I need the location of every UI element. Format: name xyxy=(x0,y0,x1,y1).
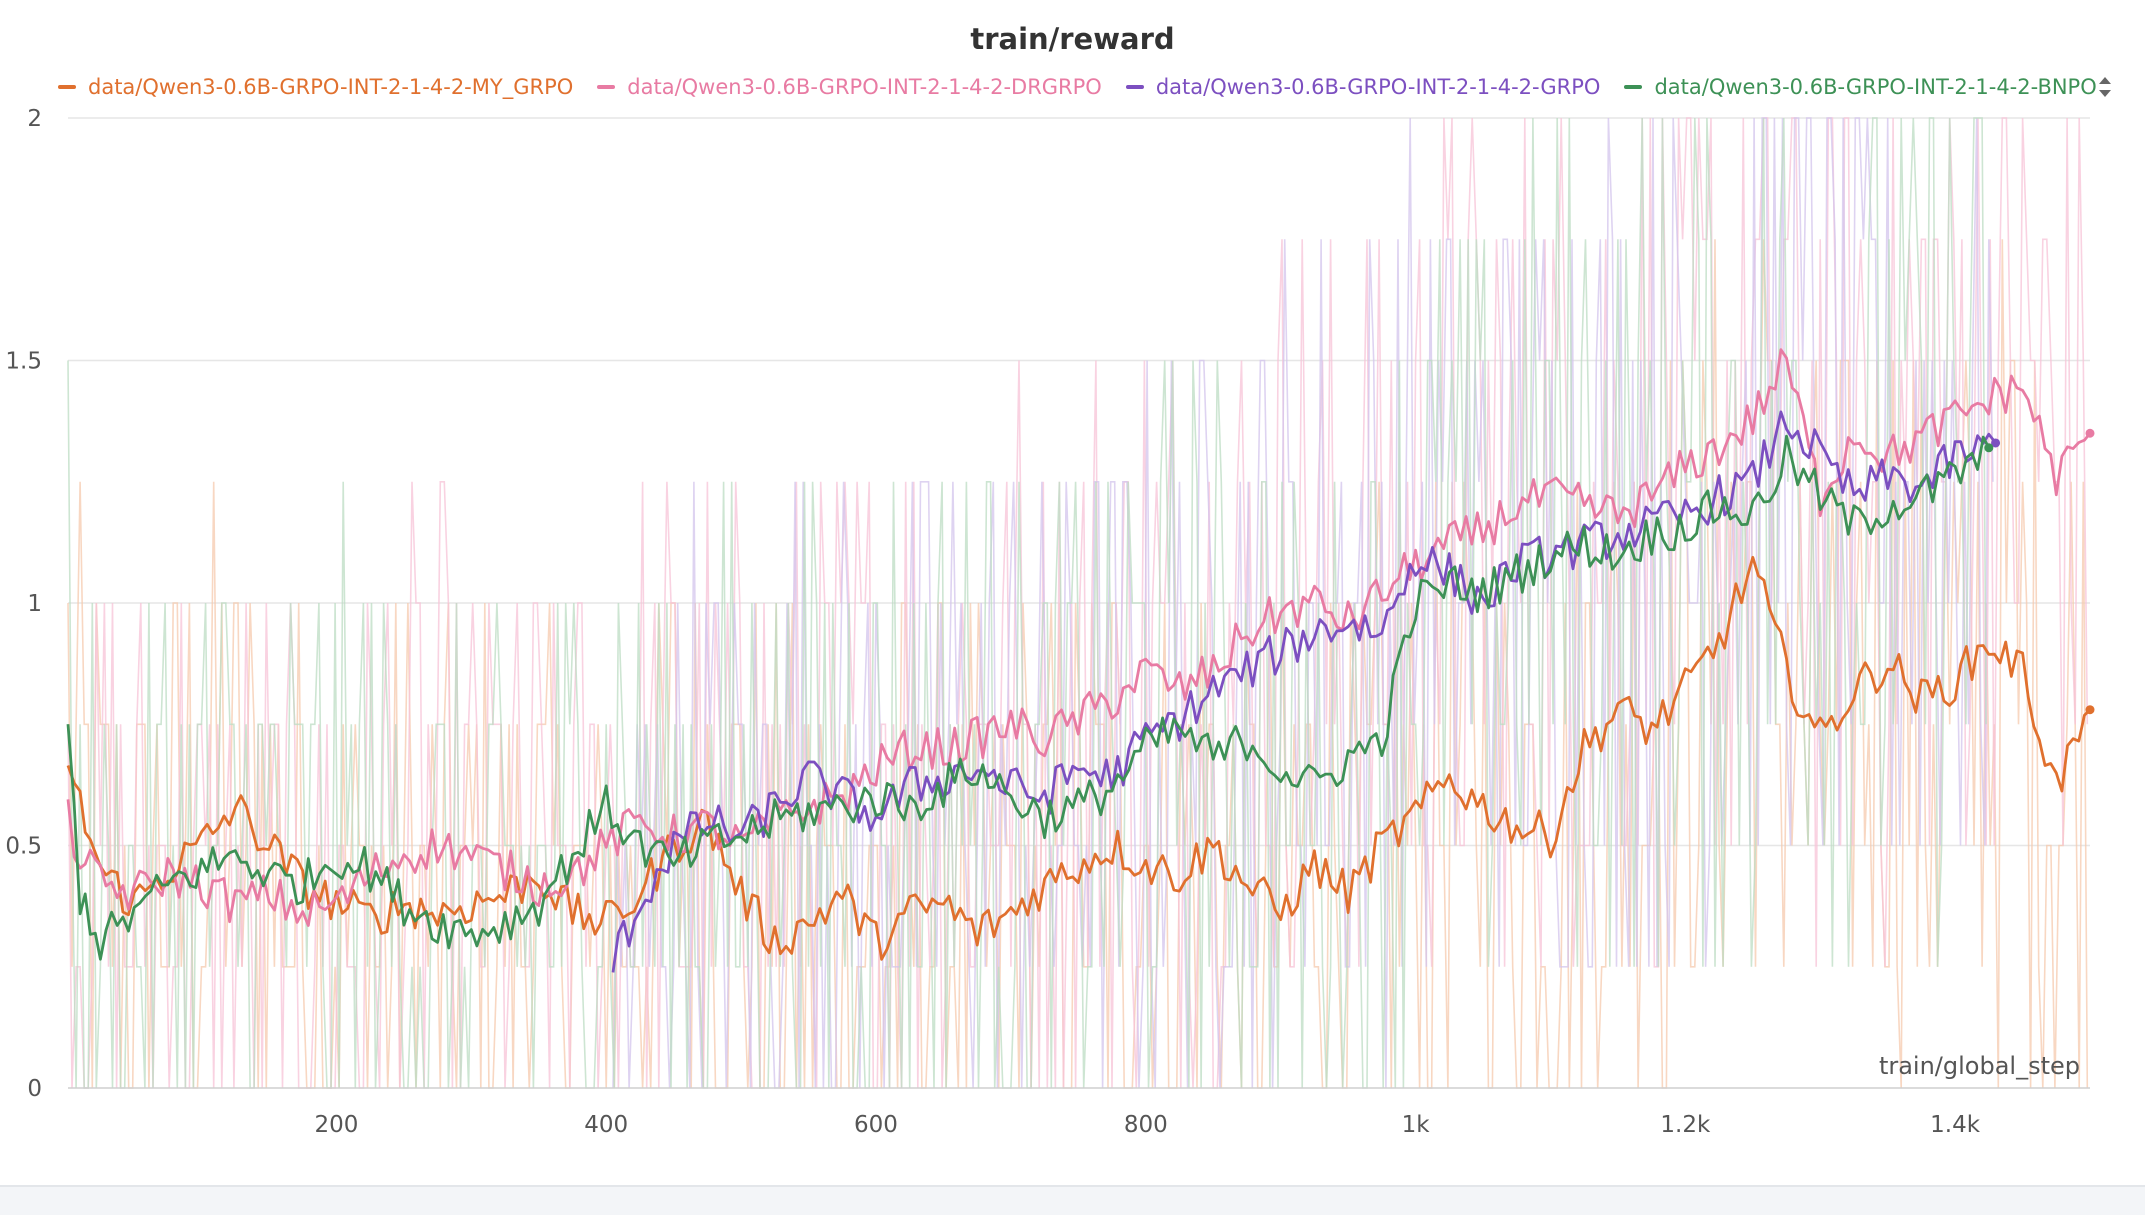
chart-legend: data/Qwen3-0.6B-GRPO-INT-2-1-4-2-MY_GRPO… xyxy=(58,70,2121,104)
y-tick-label: 2 xyxy=(27,106,42,132)
line-chart: 0 0.5 1 1.5 2 200 400 600 800 1k 1.2k 1.4k train/glo… xyxy=(5,106,2095,1138)
x-tick-label: 1k xyxy=(1402,1112,1431,1138)
chart-title: train/reward xyxy=(970,22,1175,56)
legend-swatch xyxy=(58,85,76,89)
x-tick-label: 600 xyxy=(854,1112,898,1138)
legend-label: data/Qwen3-0.6B-GRPO-INT-2-1-4-2-GRPO xyxy=(1155,75,1601,99)
series-line xyxy=(66,555,2091,961)
legend-swatch xyxy=(597,85,616,89)
legend-swatch xyxy=(1624,85,1643,89)
legend-item[interactable]: data/Qwen3-0.6B-GRPO-INT-2-1-4-2-DRGRPO xyxy=(597,75,1102,99)
series-line xyxy=(611,410,1997,973)
legend-scroll-icon[interactable] xyxy=(2090,70,2120,104)
y-tick-label: 0.5 xyxy=(5,834,42,860)
legend-label: data/Qwen3-0.6B-GRPO-INT-2-1-4-2-MY_GRPO xyxy=(88,75,574,99)
x-axis-label: train/global_step xyxy=(1879,1052,2080,1080)
x-tick-label: 200 xyxy=(314,1112,358,1138)
y-tick-label: 0 xyxy=(27,1076,42,1102)
x-tick-label: 1.2k xyxy=(1660,1112,1711,1138)
legend-item[interactable]: data/Qwen3-0.6B-GRPO-INT-2-1-4-2-BNPO xyxy=(1624,75,2097,99)
x-tick-label: 400 xyxy=(584,1112,628,1138)
x-tick-label: 1.4k xyxy=(1930,1112,1981,1138)
legend-label: data/Qwen3-0.6B-GRPO-INT-2-1-4-2-DRGRPO xyxy=(627,75,1102,99)
legend-label: data/Qwen3-0.6B-GRPO-INT-2-1-4-2-BNPO xyxy=(1654,75,2097,99)
panel-footer-bar xyxy=(0,1185,2145,1215)
series-end-point xyxy=(1991,438,2001,448)
series-end-point xyxy=(1984,443,1994,453)
y-tick-label: 1 xyxy=(27,591,42,617)
series-line xyxy=(66,434,1991,961)
x-tick-label: 800 xyxy=(1124,1112,1168,1138)
y-tick-label: 1.5 xyxy=(5,349,42,375)
series-end-point xyxy=(2085,428,2095,438)
legend-item[interactable]: data/Qwen3-0.6B-GRPO-INT-2-1-4-2-GRPO xyxy=(1125,75,1601,99)
series-end-point xyxy=(2085,705,2095,715)
legend-item[interactable]: data/Qwen3-0.6B-GRPO-INT-2-1-4-2-MY_GRPO xyxy=(58,75,573,99)
legend-swatch xyxy=(1125,85,1144,89)
series-line xyxy=(66,348,2092,927)
chart-panel: train/reward data/Qwen3-0.6B-GRPO-INT-2-… xyxy=(5,22,2121,1138)
